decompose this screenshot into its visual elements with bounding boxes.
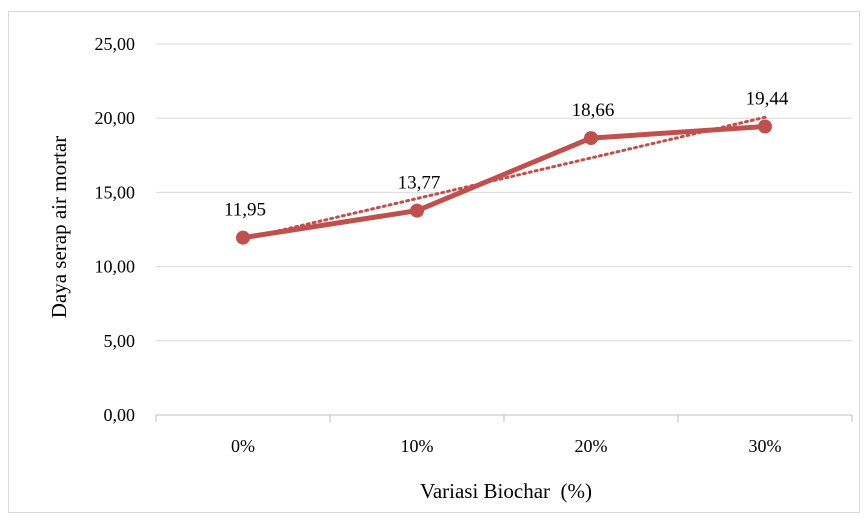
x-tick-label: 10% bbox=[401, 436, 434, 456]
y-axis-ticks: 0,00 5,00 10,00 15,00 20,00 25,00 bbox=[95, 34, 136, 425]
data-label: 19,44 bbox=[746, 89, 789, 110]
trendline-group bbox=[241, 115, 767, 241]
series-group bbox=[236, 119, 772, 245]
data-labels-group: 11,95 13,77 18,66 19,44 bbox=[224, 89, 789, 221]
series-line bbox=[240, 124, 768, 241]
data-label: 13,77 bbox=[398, 173, 441, 194]
x-tick-label: 0% bbox=[231, 436, 255, 456]
y-tick-label: 0,00 bbox=[104, 405, 136, 425]
y-tick-label: 10,00 bbox=[95, 257, 136, 277]
x-axis-title: Variasi Biochar (%) bbox=[420, 479, 592, 503]
data-label: 11,95 bbox=[224, 200, 266, 221]
data-point-marker bbox=[584, 131, 598, 146]
x-tick-label: 20% bbox=[575, 436, 608, 456]
x-axis: 0% 10% 20% 30% bbox=[155, 414, 853, 456]
gridlines bbox=[156, 43, 852, 342]
y-tick-label: 25,00 bbox=[95, 34, 136, 54]
data-point-marker bbox=[410, 203, 424, 218]
x-tick-label: 30% bbox=[749, 436, 782, 456]
chart-area bbox=[8, 11, 860, 513]
data-label: 18,66 bbox=[572, 100, 615, 121]
data-point-marker bbox=[236, 230, 250, 245]
y-tick-label: 15,00 bbox=[95, 182, 136, 202]
y-axis-title: Daya serap air mortar bbox=[47, 136, 71, 319]
data-point-marker bbox=[758, 119, 772, 134]
y-tick-label: 20,00 bbox=[95, 108, 136, 128]
y-tick-label: 5,00 bbox=[104, 331, 136, 351]
trendline bbox=[241, 115, 767, 241]
